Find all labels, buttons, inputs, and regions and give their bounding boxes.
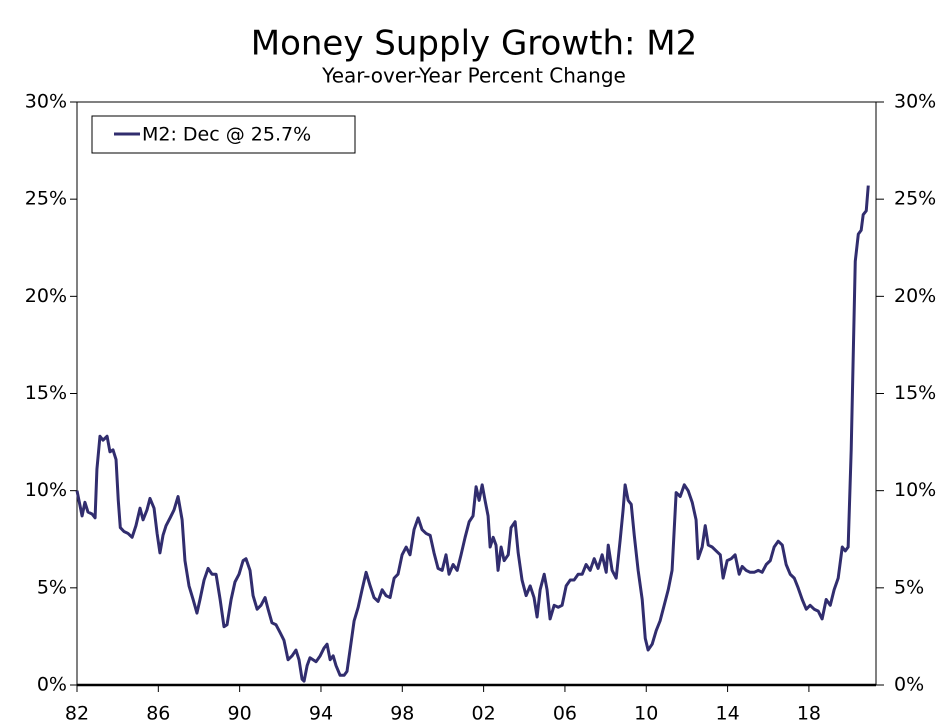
y2-tick-label: 25% [894, 188, 936, 210]
x-tick-label: 82 [65, 703, 89, 725]
y2-tick-label: 0% [894, 674, 924, 696]
x-tick-label: 02 [472, 703, 496, 725]
y-tick-label: 5% [37, 576, 67, 598]
y2-tick-label: 5% [894, 576, 924, 598]
x-tick-label: 86 [146, 703, 170, 725]
x-tick-label: 18 [797, 703, 821, 725]
x-tick-label: 10 [634, 703, 658, 725]
x-tick-label: 90 [228, 703, 252, 725]
plot-frame [76, 101, 877, 686]
y-tick-label: 30% [25, 91, 67, 113]
x-tick-label: 94 [309, 703, 333, 725]
y-tick-label: 0% [37, 674, 67, 696]
x-tick-label: 98 [390, 703, 414, 725]
series-line [75, 185, 870, 683]
y-tick-label: 10% [25, 479, 67, 501]
x-tick-label: 14 [715, 703, 739, 725]
chart-title: Money Supply Growth: M2 [251, 24, 698, 64]
y2-tick-label: 20% [894, 285, 936, 307]
y-tick-label: 20% [25, 285, 67, 307]
chart-subtitle: Year-over-Year Percent Change [321, 64, 626, 88]
y2-tick-label: 15% [894, 382, 936, 404]
y2-tick-label: 10% [894, 479, 936, 501]
y-tick-label: 15% [25, 382, 67, 404]
x-tick-label: 06 [553, 703, 577, 725]
y-tick-label: 25% [25, 188, 67, 210]
legend-label: M2: Dec @ 25.7% [142, 124, 311, 146]
y2-tick-label: 30% [894, 91, 936, 113]
